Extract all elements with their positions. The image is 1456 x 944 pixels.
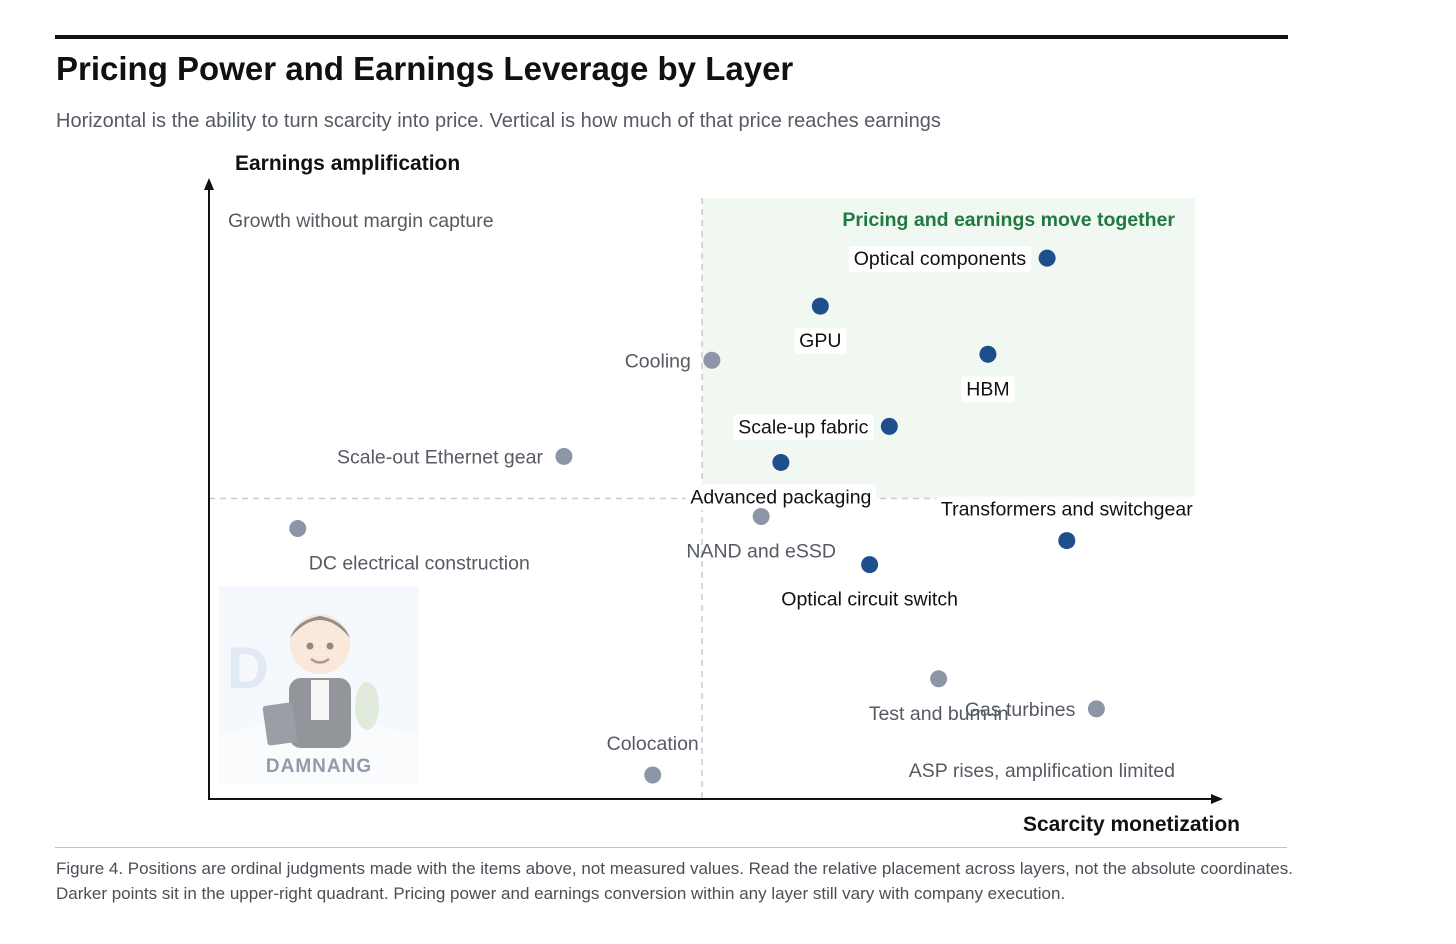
mascot-logo: D DAMNANG <box>219 586 419 784</box>
data-label-cooling: Cooling <box>625 350 691 372</box>
point-group-cooling: Cooling <box>625 350 721 372</box>
chart-title: Pricing Power and Earnings Leverage by L… <box>56 50 794 87</box>
mascot-illustration: D <box>219 586 419 784</box>
data-points: Optical components GPU HBM Scale-up fabric A… <box>289 246 1199 784</box>
data-point-nand-and-essd <box>752 508 770 526</box>
data-label-colocation: Colocation <box>607 733 699 755</box>
caption-line-1: Figure 4. Positions are ordinal judgment… <box>56 859 1293 878</box>
point-group-gas-turbines: Gas turbines <box>965 699 1105 721</box>
point-group-optical-circuit-switch: Optical circuit switch <box>776 556 963 613</box>
data-label-scale-out-ethernet-gear: Scale-out Ethernet gear <box>337 446 543 468</box>
svg-text:D: D <box>227 636 269 701</box>
data-point-optical-circuit-switch <box>861 556 879 574</box>
quadrant-label-bottom-right: ASP rises, amplification limited <box>909 760 1175 782</box>
point-group-hbm: HBM <box>961 345 1015 403</box>
data-label-background-transformers-and-switchgear <box>935 496 1199 523</box>
data-point-transformers-and-switchgear <box>1058 532 1076 550</box>
figure-caption: Figure 4. Positions are ordinal judgment… <box>56 856 1293 906</box>
point-group-optical-components: Optical components <box>848 246 1056 273</box>
data-label-optical-components: Optical components <box>854 248 1027 270</box>
x-axis-label: Scarcity monetization <box>1022 813 1240 836</box>
upper-right-quadrant-highlight <box>702 198 1195 499</box>
data-point-dc-electrical-construction <box>289 520 307 538</box>
y-axis-arrow <box>204 178 214 190</box>
point-group-scale-out-ethernet-gear: Scale-out Ethernet gear <box>337 446 573 468</box>
data-point-advanced-packaging <box>772 453 790 471</box>
y-axis-label: Earnings amplification <box>235 152 461 175</box>
data-label-dc-electrical-construction: DC electrical construction <box>309 553 530 575</box>
point-group-advanced-packaging: Advanced packaging <box>685 453 877 511</box>
data-point-test-and-burn-in <box>930 670 948 688</box>
data-label-optical-circuit-switch: Optical circuit switch <box>781 589 958 611</box>
quadrant-label-top-right: Pricing and earnings move together <box>842 209 1175 231</box>
caption-line-2: Darker points sit in the upper-right qua… <box>56 884 1066 903</box>
data-point-scale-up-fabric <box>880 417 898 435</box>
data-point-hbm <box>979 345 997 363</box>
data-point-optical-components <box>1038 249 1056 267</box>
point-group-scale-up-fabric: Scale-up fabric <box>733 414 898 441</box>
data-label-nand-and-essd: NAND and eSSD <box>686 541 836 563</box>
point-group-dc-electrical-construction: DC electrical construction <box>289 520 530 575</box>
top-rule <box>55 35 1288 39</box>
chart-subtitle: Horizontal is the ability to turn scarci… <box>56 110 941 132</box>
point-group-nand-and-essd: NAND and eSSD <box>686 508 836 563</box>
mascot-label: DAMNANG <box>265 756 373 777</box>
data-point-gas-turbines <box>1087 700 1105 718</box>
data-label-background-gpu <box>794 328 847 355</box>
data-point-colocation <box>644 766 662 784</box>
data-label-background-optical-circuit-switch <box>776 586 963 613</box>
data-label-scale-up-fabric: Scale-up fabric <box>738 416 868 438</box>
data-point-cooling <box>703 351 721 369</box>
point-group-test-and-burn-in: Test and burn-in <box>869 670 1009 725</box>
data-point-scale-out-ethernet-gear <box>555 447 573 465</box>
data-label-advanced-packaging: Advanced packaging <box>690 486 871 508</box>
data-label-hbm: HBM <box>966 378 1009 400</box>
bottom-rule <box>55 847 1287 848</box>
point-group-transformers-and-switchgear: Transformers and switchgear <box>935 496 1199 550</box>
quadrant-labels: Growth without margin capture Pricing and… <box>228 209 1175 782</box>
point-group-gpu: GPU <box>794 297 847 355</box>
data-point-gpu <box>811 297 829 315</box>
data-label-gas-turbines: Gas turbines <box>965 699 1076 721</box>
quadrant-label-top-left: Growth without margin capture <box>228 210 494 232</box>
data-label-transformers-and-switchgear: Transformers and switchgear <box>941 499 1193 521</box>
data-label-background-optical-components <box>848 246 1032 273</box>
point-group-colocation: Colocation <box>607 733 699 784</box>
data-label-gpu: GPU <box>799 330 841 352</box>
data-label-background-hbm <box>961 376 1015 403</box>
data-label-background-advanced-packaging <box>685 484 877 511</box>
data-label-background-scale-up-fabric <box>733 414 874 441</box>
x-axis-arrow <box>1211 794 1223 804</box>
data-label-test-and-burn-in: Test and burn-in <box>869 703 1009 725</box>
